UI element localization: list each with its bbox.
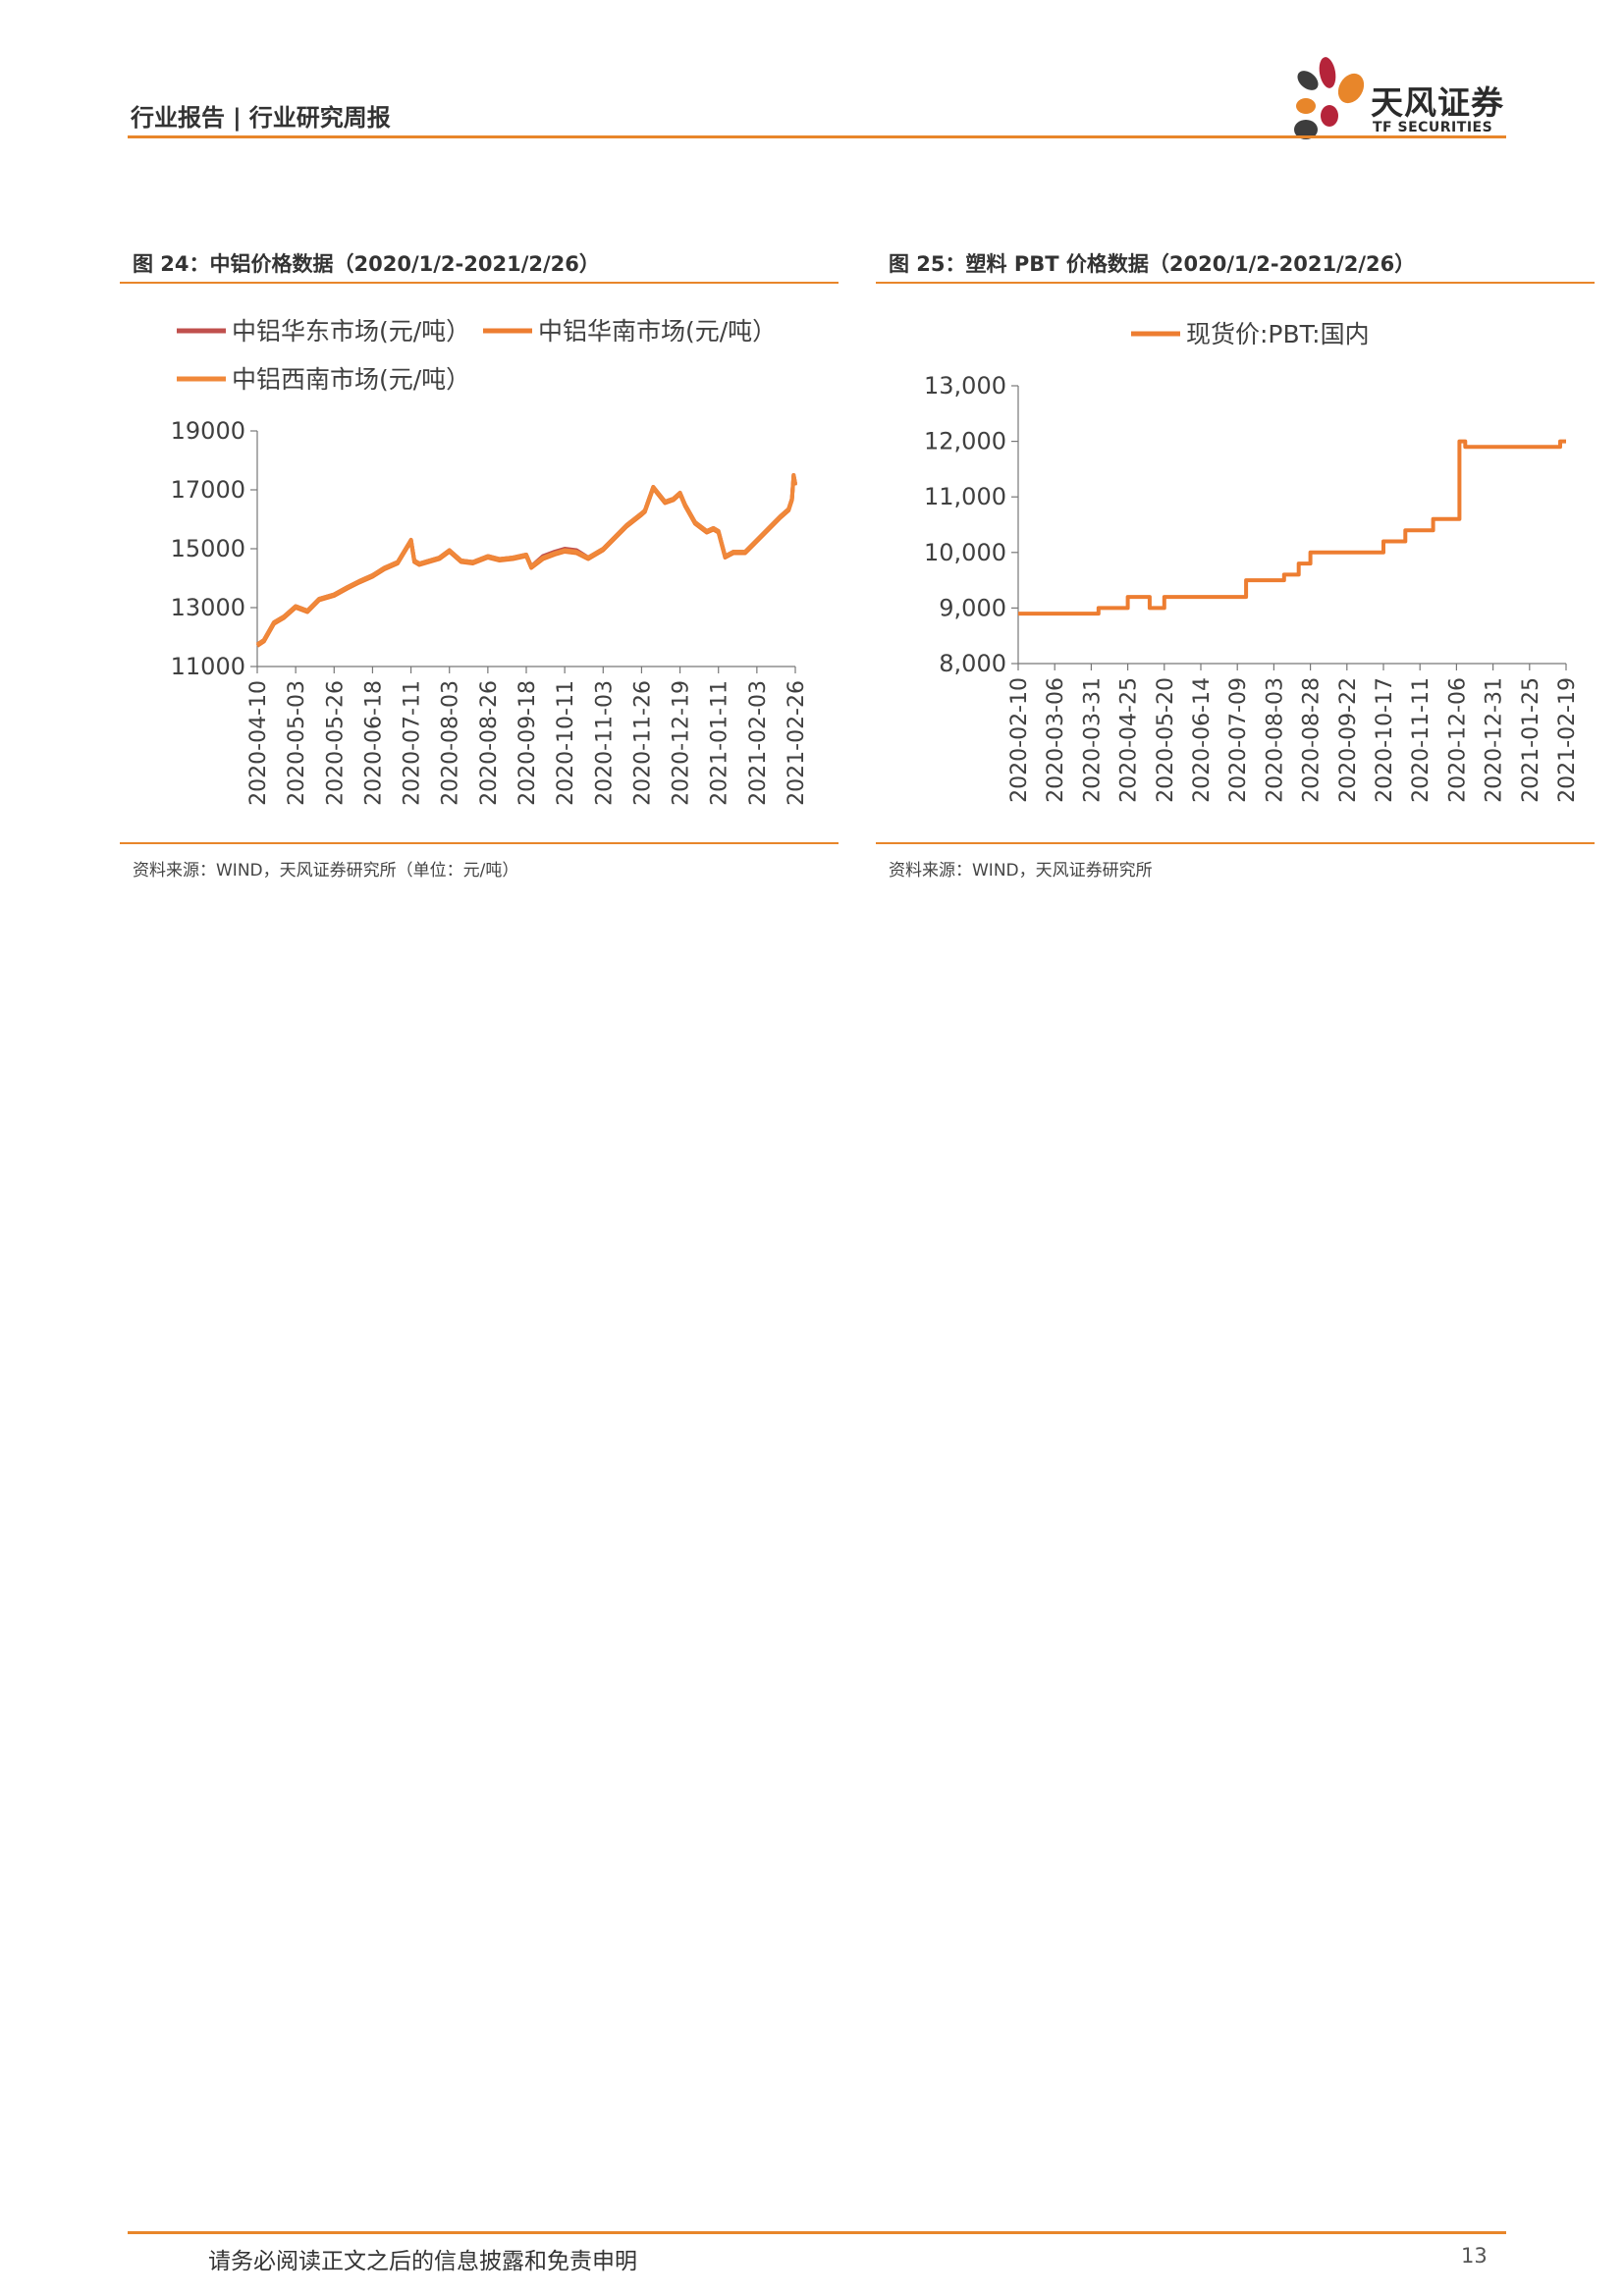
x-tick-label: 2020-11-11 bbox=[1409, 677, 1434, 803]
x-tick-label: 2020-04-10 bbox=[246, 680, 271, 806]
brand-name-cn: 天风证券 bbox=[1371, 83, 1504, 122]
x-tick-label: 2020-07-11 bbox=[401, 680, 425, 806]
x-tick-label: 2021-02-19 bbox=[1555, 677, 1580, 803]
figure-25-bottom-rule bbox=[876, 842, 1595, 844]
y-tick-label: 15000 bbox=[171, 535, 245, 562]
y-tick-label: 8,000 bbox=[939, 650, 1006, 677]
footer-disclaimer: 请务必阅读正文之后的信息披露和免责申明 bbox=[208, 2249, 637, 2274]
x-tick-label: 2020-09-18 bbox=[515, 680, 540, 806]
x-tick-label: 2020-03-31 bbox=[1080, 677, 1105, 803]
tf-securities-logo: 天风证券 TF SECURITIES bbox=[1284, 51, 1520, 141]
x-tick-label: 2020-08-03 bbox=[439, 680, 463, 806]
figure-25-top-rule bbox=[876, 282, 1595, 284]
figure-24-top-rule bbox=[120, 282, 839, 284]
legend-label: 中铝西南市场(元/吨） bbox=[232, 365, 470, 394]
footer-divider bbox=[128, 2231, 1506, 2234]
subcategory-label: 行业研究周报 bbox=[248, 104, 391, 132]
figure-25-title: 图 25：塑料 PBT 价格数据（2020/1/2-2021/2/26） bbox=[889, 252, 1416, 276]
page-number: 13 bbox=[1461, 2244, 1488, 2268]
x-tick-label: 2020-05-26 bbox=[323, 680, 348, 806]
x-tick-label: 2020-11-26 bbox=[630, 680, 655, 806]
x-tick-label: 2020-06-14 bbox=[1190, 677, 1215, 803]
x-tick-label: 2020-10-11 bbox=[554, 680, 578, 806]
x-tick-label: 2021-01-25 bbox=[1519, 677, 1543, 803]
x-tick-label: 2020-12-06 bbox=[1445, 677, 1470, 803]
x-tick-label: 2020-11-03 bbox=[592, 680, 617, 806]
figure-24-chart: 19000 17000 15000 13000 11000 2020-04-10 2020-… bbox=[120, 294, 839, 843]
x-tick-label: 2020-07-09 bbox=[1226, 677, 1251, 803]
figure-24-source: 资料来源：WIND，天风证券研究所（单位：元/吨） bbox=[133, 861, 519, 881]
pbt-price-chart: 13,00012,00011,00010,0009,0008,0002020-0… bbox=[924, 320, 1580, 803]
y-tick-label: 13,000 bbox=[924, 372, 1006, 400]
x-tick-label: 2020-02-10 bbox=[1007, 677, 1032, 803]
x-tick-label: 2020-12-31 bbox=[1483, 677, 1507, 803]
y-tick-label: 17000 bbox=[171, 476, 245, 504]
brand-name-en: TF SECURITIES bbox=[1373, 120, 1493, 135]
legend-label: 现货价:PBT:国内 bbox=[1186, 320, 1370, 348]
header-divider bbox=[128, 135, 1506, 138]
figure-24-title: 图 24：中铝价格数据（2020/1/2-2021/2/26） bbox=[133, 252, 600, 276]
legend-label: 中铝华东市场(元/吨） bbox=[232, 317, 470, 346]
figure-25-chart: 13,000 12,000 11,000 10,000 9,000 8,000 2020-0… bbox=[876, 294, 1595, 843]
x-tick-label: 2020-09-22 bbox=[1336, 677, 1361, 803]
y-tick-label: 9,000 bbox=[939, 594, 1006, 621]
y-tick-label: 11,000 bbox=[924, 483, 1006, 510]
x-tick-label: 2020-05-20 bbox=[1154, 677, 1178, 803]
category-label: 行业报告 bbox=[131, 104, 225, 132]
x-tick-label: 2021-02-26 bbox=[785, 680, 809, 806]
figure-24-bottom-rule bbox=[120, 842, 839, 844]
y-tick-label: 10,000 bbox=[924, 539, 1006, 566]
x-tick-label: 2020-08-26 bbox=[477, 680, 502, 806]
y-tick-label: 19000 bbox=[171, 417, 245, 445]
x-tick-label: 2020-08-28 bbox=[1300, 677, 1325, 803]
x-tick-label: 2020-05-03 bbox=[285, 680, 309, 806]
y-tick-label: 12,000 bbox=[924, 428, 1006, 455]
series-line bbox=[1018, 439, 1566, 616]
x-tick-label: 2020-10-17 bbox=[1373, 677, 1397, 803]
series-line bbox=[255, 474, 797, 648]
x-tick-label: 2020-08-03 bbox=[1263, 677, 1287, 803]
header-separator: | bbox=[233, 104, 242, 132]
x-tick-label: 2020-12-19 bbox=[670, 680, 694, 806]
y-tick-label: 11000 bbox=[171, 653, 245, 680]
flower-logo-icon bbox=[1294, 57, 1365, 139]
series-line bbox=[255, 473, 797, 647]
figure-25-source: 资料来源：WIND，天风证券研究所 bbox=[889, 861, 1153, 881]
x-tick-label: 2020-03-06 bbox=[1044, 677, 1068, 803]
legend-label: 中铝华南市场(元/吨） bbox=[538, 317, 777, 346]
x-tick-label: 2020-04-25 bbox=[1117, 677, 1142, 803]
x-tick-label: 2021-01-11 bbox=[708, 680, 732, 806]
x-tick-label: 2021-02-03 bbox=[746, 680, 771, 806]
y-tick-label: 13000 bbox=[171, 594, 245, 621]
x-tick-label: 2020-06-18 bbox=[361, 680, 386, 806]
report-category: 行业报告 | 行业研究周报 bbox=[131, 98, 391, 133]
